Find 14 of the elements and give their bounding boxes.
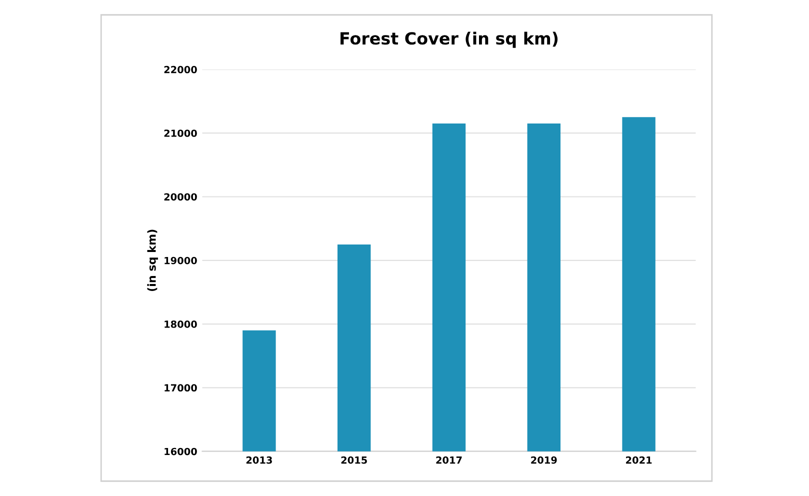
x-tick-label: 2013 <box>246 456 272 464</box>
x-tick-label: 2015 <box>341 456 367 464</box>
x-tick-label: 2021 <box>626 456 652 464</box>
y-tick-label: 18000 <box>164 320 197 328</box>
x-tick-label: 2019 <box>531 456 557 464</box>
y-tick-label: 22000 <box>164 66 197 74</box>
y-tick-label: 17000 <box>164 384 197 392</box>
chart-title: Forest Cover (in sq km) <box>340 32 558 48</box>
y-tick-label: 19000 <box>164 256 197 264</box>
y-tick-label: 16000 <box>164 448 197 456</box>
x-tick-label: 2017 <box>436 456 462 464</box>
y-tick-label: 20000 <box>164 193 197 201</box>
y-tick-label: 21000 <box>164 130 197 137</box>
y-axis-title: (in sq km) <box>147 230 158 292</box>
